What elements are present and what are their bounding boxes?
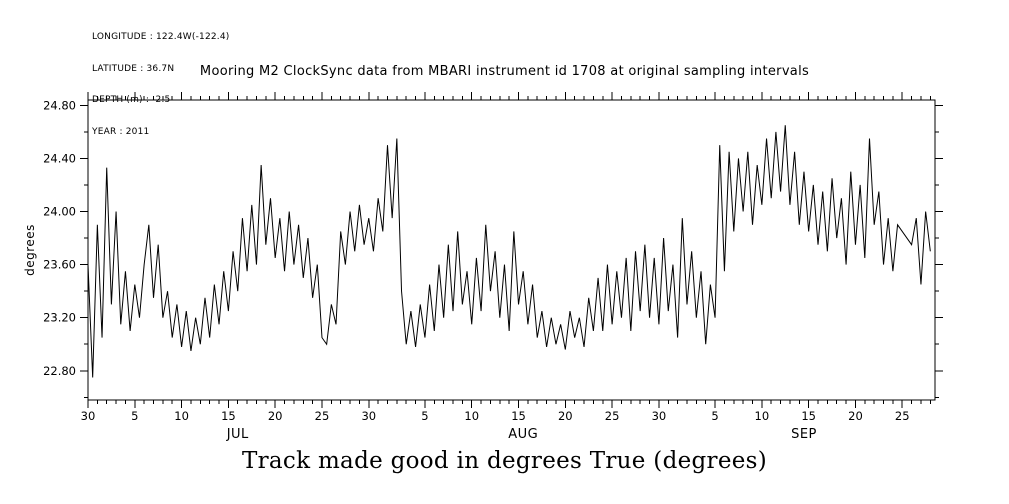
metadata-year: YEAR : 2011	[92, 126, 150, 137]
x-tick-label: 25	[605, 409, 620, 423]
plot-frame	[87, 99, 936, 401]
x-tick-label: 20	[848, 409, 863, 423]
x-tick-label: 5	[421, 409, 428, 423]
month-label: JUL	[226, 427, 249, 442]
month-label: SEP	[791, 427, 817, 442]
x-tick-label: 15	[801, 409, 816, 423]
metadata-latitude: LATITUDE : 36.7N	[92, 63, 175, 74]
y-tick-label: 24.00	[43, 205, 76, 219]
x-tick-label: 10	[464, 409, 479, 423]
x-tick-label: 15	[221, 409, 236, 423]
x-tick-label: 5	[711, 409, 718, 423]
y-tick-label: 24.80	[43, 98, 76, 112]
y-tick-label: 22.80	[43, 364, 76, 378]
x-tick-label: 25	[895, 409, 910, 423]
month-label: AUG	[508, 427, 538, 442]
series-line-track-made-good	[87, 125, 931, 378]
y-tick-label: 24.40	[43, 151, 76, 165]
x-tick-label: 10	[174, 409, 189, 423]
x-tick-label: 30	[81, 409, 96, 423]
metadata-longitude: LONGITUDE : 122.4W(-122.4)	[92, 32, 230, 42]
y-tick-label: 23.60	[43, 258, 76, 272]
chart-title: Mooring M2 ClockSync data from MBARI ins…	[199, 64, 810, 79]
x-tick-label: 30	[361, 409, 376, 423]
x-tick-label: 25	[315, 409, 330, 423]
x-tick-label: 5	[131, 409, 138, 423]
x-tick-label: 20	[268, 409, 283, 423]
x-tick-label: 15	[511, 409, 526, 423]
x-tick-label: 30	[652, 409, 667, 423]
x-tick-label: 20	[558, 409, 573, 423]
y-tick-label: 23.20	[43, 311, 76, 325]
x-tick-label: 10	[755, 409, 770, 423]
x-axis-caption: Track made good in degrees True (degrees…	[241, 448, 768, 474]
